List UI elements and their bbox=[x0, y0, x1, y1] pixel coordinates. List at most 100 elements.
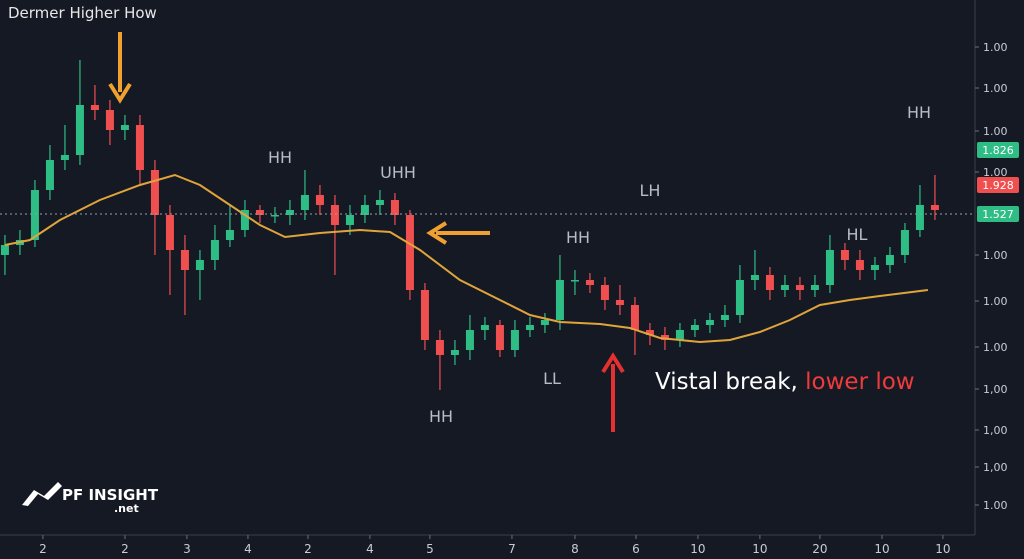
candle-body bbox=[540, 320, 549, 325]
candle-body bbox=[150, 170, 159, 215]
candle-body bbox=[390, 200, 399, 215]
candle-body bbox=[765, 275, 774, 290]
arrows bbox=[108, 32, 625, 432]
y-tick-label: 1.00 bbox=[983, 41, 1008, 54]
candle-body bbox=[210, 240, 219, 260]
y-tick-label: 1,00 bbox=[983, 461, 1008, 474]
annotation: HH bbox=[907, 103, 931, 122]
annotation: HH bbox=[429, 407, 453, 426]
logo-text: PF INSIGHT bbox=[62, 486, 159, 504]
y-tick-label: 1.00 bbox=[983, 166, 1008, 179]
candle-body bbox=[420, 290, 429, 340]
arrow-head bbox=[108, 82, 132, 104]
candle-body bbox=[585, 280, 594, 285]
candle-body bbox=[120, 125, 129, 130]
annotations: HH UHH HH LH HL HH LL HH Vistal break, l… bbox=[268, 103, 931, 426]
chart-title: Dermer Higher How bbox=[8, 4, 157, 22]
x-tick-label: 8 bbox=[571, 542, 579, 556]
y-tick-label: 1,00 bbox=[983, 383, 1008, 396]
y-tick-label: 1.00 bbox=[983, 82, 1008, 95]
candle-body bbox=[870, 265, 879, 270]
logo-icon bbox=[22, 482, 62, 506]
candle-body bbox=[75, 105, 84, 155]
y-tick-label: 1.00 bbox=[983, 295, 1008, 308]
candle-body bbox=[405, 215, 414, 290]
price-tag-label: 1.826 bbox=[982, 144, 1014, 157]
arrow-head bbox=[601, 352, 625, 374]
candle-body bbox=[690, 325, 699, 330]
annotation: HH bbox=[566, 228, 590, 247]
candle-body bbox=[0, 245, 9, 255]
candle-body bbox=[315, 195, 324, 205]
candle-body bbox=[675, 330, 684, 340]
x-tick-label: 10 bbox=[752, 542, 767, 556]
candle-body bbox=[435, 340, 444, 355]
annotation: LH bbox=[640, 181, 661, 200]
candle-body bbox=[90, 105, 99, 110]
candle-body bbox=[825, 250, 834, 285]
candle-body bbox=[165, 215, 174, 250]
candle-body bbox=[780, 285, 789, 290]
candle-body bbox=[345, 215, 354, 225]
x-tick-label: 5 bbox=[426, 542, 434, 556]
x-tick-label: 2 bbox=[121, 542, 129, 556]
x-tick-label: 10 bbox=[935, 542, 950, 556]
annotation: HH bbox=[268, 148, 292, 167]
y-tick-label: 1,00 bbox=[983, 424, 1008, 437]
y-tick-label: 1.00 bbox=[983, 125, 1008, 138]
candle-body bbox=[810, 285, 819, 290]
candle-body bbox=[555, 280, 564, 320]
price-tag bbox=[977, 206, 1019, 222]
annotation: UHH bbox=[380, 163, 416, 182]
y-tick-label: 1.00 bbox=[983, 249, 1008, 262]
candle-body bbox=[930, 205, 939, 210]
candle-body bbox=[375, 200, 384, 205]
y-tick-label: 1.00 bbox=[983, 341, 1008, 354]
annotation: LL bbox=[543, 369, 561, 388]
callout-highlight: lower low bbox=[805, 369, 914, 395]
candle-body bbox=[450, 350, 459, 355]
candle-body bbox=[465, 330, 474, 350]
candle-body bbox=[645, 330, 654, 335]
candle-body bbox=[855, 260, 864, 270]
x-tick-label: 20 bbox=[812, 542, 827, 556]
candle-body bbox=[705, 320, 714, 325]
callout: Vistal break, lower low bbox=[655, 369, 915, 395]
candle-body bbox=[915, 205, 924, 230]
price-tag-label: 1.527 bbox=[982, 208, 1014, 221]
candle-body bbox=[45, 160, 54, 190]
x-tick-label: 6 bbox=[632, 542, 640, 556]
candle-body bbox=[360, 205, 369, 215]
candle-body bbox=[270, 215, 279, 217]
candle-body bbox=[285, 210, 294, 215]
candle-body bbox=[30, 190, 39, 240]
candle-body bbox=[240, 210, 249, 230]
x-tick-label: 10 bbox=[690, 542, 705, 556]
x-tick-label: 7 bbox=[508, 542, 516, 556]
candle-body bbox=[795, 285, 804, 290]
price-tag bbox=[977, 177, 1019, 193]
candle-body bbox=[180, 250, 189, 270]
price-tag bbox=[977, 142, 1019, 158]
x-tick-label: 10 bbox=[874, 542, 889, 556]
candle-body bbox=[900, 230, 909, 255]
candle-body bbox=[630, 305, 639, 330]
callout-text: Vistal break, bbox=[655, 369, 798, 395]
x-tick-label: 4 bbox=[366, 542, 374, 556]
candle-body bbox=[615, 300, 624, 305]
arrow-head bbox=[426, 221, 448, 245]
x-tick-label: 2 bbox=[39, 542, 47, 556]
candle-body bbox=[60, 155, 69, 160]
candle-body bbox=[720, 315, 729, 320]
candle-body bbox=[135, 125, 144, 170]
y-tick-label: 1.00 bbox=[983, 499, 1008, 512]
candle-body bbox=[885, 255, 894, 265]
plot: 1.00 1,00 1,00 1,00 1.00 1.00 1.00 1.00 1.00 1.00… bbox=[0, 41, 1019, 556]
candle-body bbox=[840, 250, 849, 260]
logo-sub: .net bbox=[114, 502, 139, 515]
candle-body bbox=[570, 280, 579, 282]
candle-body bbox=[750, 275, 759, 280]
